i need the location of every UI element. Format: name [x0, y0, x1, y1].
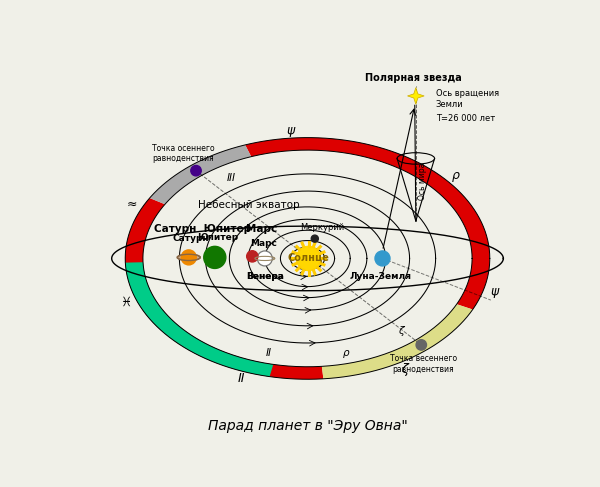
- Text: Точка весеннего
равноденствия: Точка весеннего равноденствия: [390, 354, 457, 374]
- Text: ψ: ψ: [491, 285, 499, 298]
- Ellipse shape: [255, 256, 275, 261]
- Circle shape: [181, 250, 196, 265]
- Text: Солнце: Солнце: [287, 253, 329, 262]
- Text: Венера: Венера: [246, 272, 284, 281]
- Text: Марс: Марс: [250, 239, 277, 247]
- Text: Сатурн  Юпитер: Сатурн Юпитер: [154, 225, 251, 234]
- Circle shape: [416, 340, 427, 350]
- Text: Полярная звезда: Полярная звезда: [365, 74, 462, 83]
- Text: Т=26 000 лет: Т=26 000 лет: [436, 114, 495, 123]
- Text: II: II: [238, 373, 245, 386]
- Polygon shape: [125, 262, 273, 376]
- Circle shape: [375, 251, 390, 266]
- Polygon shape: [149, 145, 251, 204]
- Circle shape: [311, 235, 319, 242]
- Text: Ось вращения
Земли: Ось вращения Земли: [436, 89, 499, 109]
- Polygon shape: [407, 88, 424, 104]
- Polygon shape: [245, 138, 490, 310]
- Circle shape: [257, 251, 272, 266]
- Text: ρ: ρ: [452, 169, 460, 183]
- Text: ≈: ≈: [127, 198, 137, 211]
- Circle shape: [191, 166, 201, 176]
- Text: Меркурий: Меркурий: [300, 224, 344, 232]
- Polygon shape: [143, 150, 472, 367]
- Text: Ось мира: Ось мира: [418, 163, 427, 200]
- Text: III: III: [226, 172, 235, 183]
- Ellipse shape: [177, 254, 200, 261]
- Text: Небесный экватор: Небесный экватор: [199, 200, 300, 210]
- Text: ♓: ♓: [120, 296, 131, 309]
- Circle shape: [296, 246, 320, 270]
- Text: ζ: ζ: [398, 326, 403, 337]
- Text: ψ: ψ: [286, 124, 295, 137]
- Text: Точка осеннего
равноденствия: Точка осеннего равноденствия: [152, 144, 215, 163]
- Text: Парад планет в "Эру Овна": Парад планет в "Эру Овна": [208, 419, 407, 433]
- Text: Луна-Земля: Луна-Земля: [349, 272, 412, 281]
- Circle shape: [247, 251, 258, 262]
- Polygon shape: [125, 254, 323, 379]
- Text: Юпитер: Юпитер: [197, 233, 238, 242]
- Polygon shape: [125, 198, 165, 262]
- Polygon shape: [322, 304, 473, 379]
- Text: Марс: Марс: [246, 225, 277, 234]
- Text: Сатурн: Сатурн: [173, 234, 209, 243]
- Text: II: II: [266, 348, 272, 357]
- Circle shape: [204, 246, 226, 268]
- Text: ζ: ζ: [401, 363, 408, 376]
- Text: Венера: Венера: [246, 272, 284, 281]
- Text: ρ: ρ: [343, 348, 349, 357]
